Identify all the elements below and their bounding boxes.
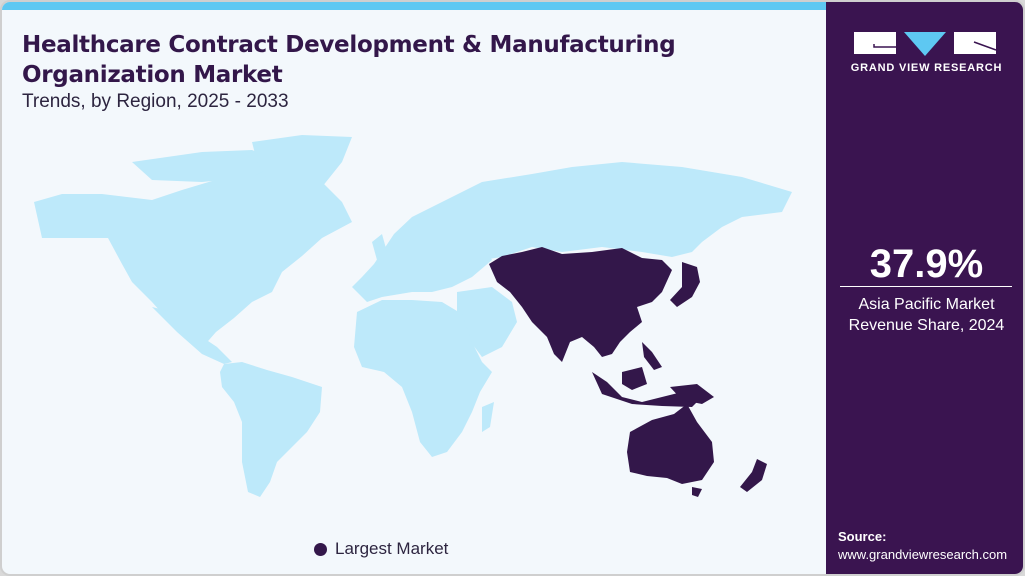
main-panel: Healthcare Contract Development & Manufa… <box>2 2 826 574</box>
page-subtitle: Trends, by Region, 2025 - 2033 <box>22 91 289 112</box>
stat-value: 37.9% <box>869 242 984 286</box>
gvr-logo-icon <box>854 32 997 56</box>
region-canada-islands <box>132 150 282 182</box>
region-middle-east <box>457 287 517 357</box>
legend-dot-largest-market <box>314 542 327 556</box>
accent-bar <box>2 2 826 10</box>
legend-label: Largest Market <box>335 539 449 558</box>
region-madagascar <box>482 402 494 432</box>
region-russia <box>432 162 792 260</box>
region-indonesia <box>592 372 702 407</box>
region-tasmania <box>692 487 702 497</box>
region-uk <box>372 234 387 260</box>
stat-label-line2: Revenue Share, 2024 <box>848 317 1005 334</box>
region-borneo <box>622 367 647 390</box>
region-africa <box>354 300 492 457</box>
region-philippines <box>642 342 662 370</box>
stat-label-line1: Asia Pacific Market <box>858 296 995 313</box>
source-link[interactable]: www.grandviewresearch.com <box>838 547 1008 562</box>
world-map <box>34 135 792 497</box>
page-title: Healthcare Contract Development & Manufa… <box>22 32 676 88</box>
region-central-america <box>152 307 232 364</box>
stat-label: Asia Pacific Market Revenue Share, 2024 <box>826 294 1023 336</box>
stat-divider <box>840 286 1012 287</box>
region-new-zealand <box>740 459 767 492</box>
map-legend: Largest Market <box>314 539 448 559</box>
source-label: Source: <box>838 529 887 544</box>
region-new-guinea <box>670 384 714 404</box>
region-japan <box>670 262 700 307</box>
region-south-america <box>220 362 322 497</box>
region-north-america <box>34 170 352 348</box>
brand-name: GRAND VIEW RESEARCH <box>850 62 1003 74</box>
region-australia <box>627 404 714 484</box>
region-greenland <box>252 135 352 222</box>
sidebar: GRAND VIEW RESEARCH 37.9% Asia Pacific M… <box>826 2 1023 574</box>
region-asia-mainland <box>489 247 672 362</box>
